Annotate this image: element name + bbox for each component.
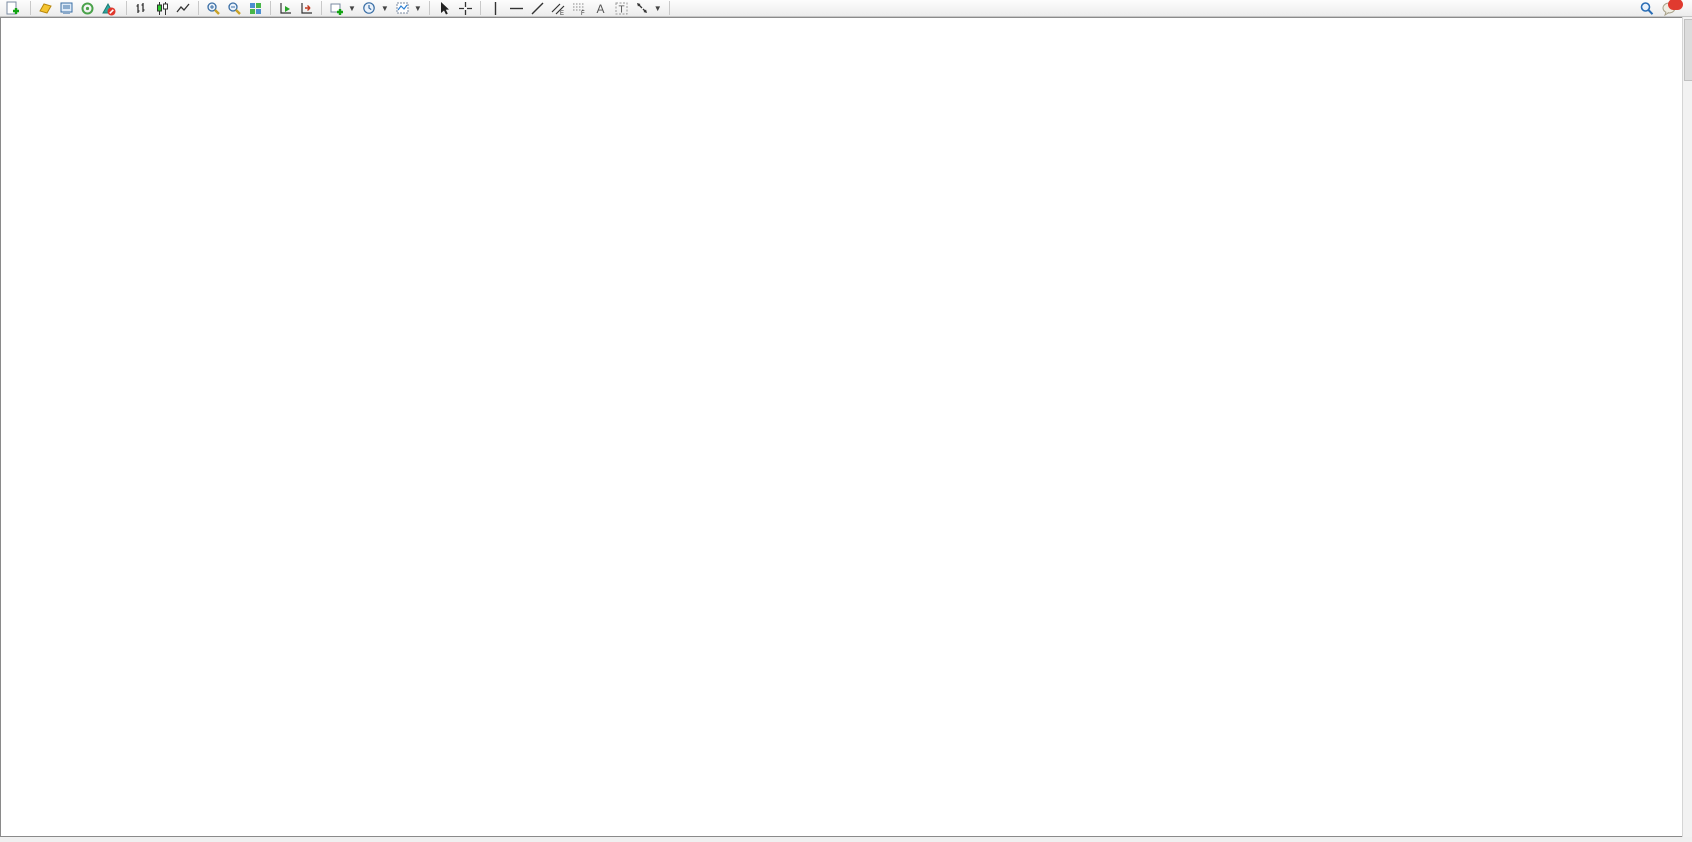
fibonacci-button[interactable]: F	[569, 0, 590, 17]
auto-scroll-button[interactable]	[275, 0, 296, 16]
chart-title	[9, 24, 19, 36]
data-window-button[interactable]	[56, 0, 77, 16]
auto-trading-button[interactable]	[98, 0, 122, 16]
new-chart-icon	[329, 1, 344, 16]
navigator-icon	[80, 1, 95, 16]
scrollbar-thumb[interactable]	[1684, 19, 1692, 81]
notifications-button[interactable]	[1662, 0, 1683, 16]
svg-text:F: F	[581, 11, 585, 16]
text-label-icon: T	[614, 1, 629, 16]
tile-windows-icon	[248, 1, 263, 16]
separator	[126, 1, 127, 15]
channel-button[interactable]: E	[548, 0, 569, 17]
trendline-icon	[530, 1, 545, 16]
separator	[321, 1, 322, 15]
zoom-out-icon	[227, 1, 242, 16]
separator	[479, 1, 481, 15]
chart-bars-button[interactable]	[131, 0, 152, 16]
arrow-objects-icon	[635, 1, 650, 16]
new-order-icon	[5, 1, 20, 16]
chart-window[interactable]	[0, 17, 1683, 837]
chevron-down-icon: ▼	[380, 3, 389, 13]
svg-text:T: T	[618, 4, 624, 15]
new-order-button[interactable]	[2, 0, 26, 16]
crosshair-button[interactable]	[455, 0, 476, 16]
data-window-icon	[59, 1, 74, 16]
trendline-button[interactable]	[527, 0, 548, 16]
periods-icon	[362, 1, 377, 16]
svg-text:A: A	[596, 2, 604, 16]
chart-candles-button[interactable]	[152, 0, 173, 16]
new-chart-button[interactable]: ▼	[326, 0, 359, 16]
chart-bars-icon	[134, 1, 149, 16]
separator	[198, 1, 199, 15]
periods-button[interactable]: ▼	[359, 0, 392, 16]
chart-candles-icon	[155, 1, 170, 16]
crosshair-icon	[458, 1, 473, 16]
arrow-objects-button[interactable]: ▼	[632, 0, 665, 16]
auto-scroll-icon	[278, 1, 293, 16]
market-watch-button[interactable]	[35, 0, 56, 16]
chart-line-icon	[176, 1, 191, 16]
separator	[428, 1, 430, 15]
zoom-out-button[interactable]	[224, 0, 245, 16]
zoom-in-button[interactable]	[203, 0, 224, 16]
chevron-down-icon: ▼	[348, 3, 356, 13]
svg-text:E: E	[560, 11, 564, 16]
chart-line-button[interactable]	[173, 0, 194, 16]
zoom-in-icon	[206, 1, 221, 16]
horizontal-line-icon	[509, 1, 524, 16]
separator	[30, 1, 31, 15]
auto-trading-icon	[101, 1, 116, 16]
toolbar: ▼ ▼ ▼	[0, 0, 1692, 17]
text-button[interactable]: A	[590, 0, 611, 16]
notification-count-badge	[1668, 0, 1683, 10]
tile-windows-button[interactable]	[245, 0, 266, 16]
market-watch-icon	[38, 1, 53, 16]
channel-icon: E	[551, 1, 566, 17]
templates-button[interactable]: ▼	[392, 0, 425, 16]
fibonacci-icon: F	[572, 1, 587, 17]
separator	[270, 1, 271, 15]
text-label-button[interactable]: T	[611, 0, 632, 16]
cursor-icon	[437, 1, 452, 16]
toolbar-right	[1639, 0, 1683, 16]
text-icon: A	[593, 1, 608, 16]
vertical-line-icon	[488, 1, 503, 16]
window-scrollbar[interactable]	[1682, 17, 1692, 837]
separator	[668, 1, 670, 15]
navigator-button[interactable]	[77, 0, 98, 16]
chart-shift-button[interactable]	[296, 0, 317, 16]
horizontal-line-button[interactable]	[506, 0, 527, 16]
cursor-button[interactable]	[434, 0, 455, 16]
chevron-down-icon: ▼	[413, 3, 422, 13]
chart-shift-icon	[299, 1, 314, 16]
chevron-down-icon: ▼	[653, 3, 662, 13]
search-icon[interactable]	[1639, 1, 1654, 16]
vertical-line-button[interactable]	[485, 0, 506, 16]
templates-icon	[395, 1, 410, 16]
chart-canvas[interactable]	[1, 18, 1682, 836]
